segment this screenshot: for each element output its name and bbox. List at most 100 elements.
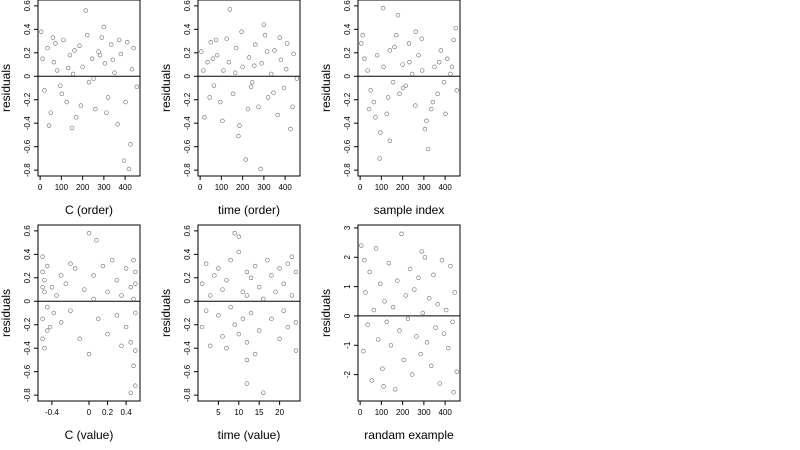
data-point <box>208 40 213 45</box>
data-point <box>72 266 78 271</box>
data-point <box>366 106 372 112</box>
y-tick-label: 0.2 <box>23 272 32 284</box>
data-point <box>435 302 440 307</box>
data-point <box>121 158 127 163</box>
data-point <box>429 363 434 368</box>
data-point <box>413 29 418 34</box>
data-point <box>83 8 89 13</box>
data-point <box>412 287 417 292</box>
data-point <box>202 115 207 120</box>
x-tick-label: 400 <box>438 408 452 417</box>
data-point <box>419 36 424 41</box>
data-point <box>388 343 394 348</box>
data-point <box>228 304 233 310</box>
panel-6: 0 100 200 300 400 -2 -1 0 1 2 3 randam example resid… <box>319 224 461 442</box>
x-tick-label: 10 <box>234 408 243 417</box>
data-point <box>205 59 210 65</box>
data-point <box>367 269 372 275</box>
data-point <box>243 157 249 162</box>
data-point <box>40 269 45 275</box>
data-point <box>128 142 133 147</box>
data-point <box>58 83 63 88</box>
data-point <box>74 115 79 120</box>
data-point <box>361 348 366 354</box>
data-point <box>218 99 223 105</box>
y-axis-label: residuals <box>0 64 13 112</box>
x-tick-label: -0.4 <box>45 408 59 417</box>
data-point <box>390 79 396 85</box>
data-point <box>129 67 135 72</box>
data-point <box>105 289 110 295</box>
data-point <box>230 91 236 97</box>
data-point <box>265 258 270 263</box>
y-tick-label: 0.6 <box>343 0 352 11</box>
y-tick-label: 0 <box>183 298 192 303</box>
y-tick-label: -2 <box>343 370 352 378</box>
data-point <box>395 278 400 283</box>
panel-1: 0 100 200 300 400 -0.8 -0.6 -0.4 -0.2 0 0.2 0.4 0.6 C… <box>0 0 141 217</box>
data-point <box>212 273 217 278</box>
data-point <box>40 284 45 290</box>
y-tick-label: -0.2 <box>23 317 32 331</box>
data-point <box>199 281 205 286</box>
data-point <box>257 284 262 290</box>
data-point <box>362 258 367 263</box>
data-point <box>240 316 246 322</box>
data-point <box>382 299 387 304</box>
data-point <box>93 106 98 112</box>
y-tick-label: -0.2 <box>343 92 352 106</box>
data-point <box>68 261 73 266</box>
data-point <box>441 331 447 336</box>
data-point <box>207 95 212 100</box>
y-axis-label: residuals <box>319 64 333 112</box>
data-point <box>381 384 386 389</box>
plot-frame <box>357 224 461 402</box>
y-tick-label: -0.8 <box>23 388 32 402</box>
data-point <box>259 61 264 66</box>
data-point <box>116 37 122 43</box>
data-point <box>244 293 250 298</box>
data-point <box>220 287 225 292</box>
y-tick-label: -0.4 <box>23 341 32 355</box>
data-point <box>252 63 257 68</box>
data-point <box>422 255 428 260</box>
data-point <box>77 336 82 342</box>
data-point <box>269 316 274 322</box>
x-tick-label: 300 <box>417 183 431 192</box>
data-point <box>454 88 460 93</box>
data-point <box>385 95 391 100</box>
data-point <box>42 346 47 351</box>
x-axis-label: sample index <box>374 203 445 217</box>
x-tick-label: 100 <box>375 408 389 417</box>
data-point <box>436 59 442 65</box>
data-point <box>363 290 368 295</box>
data-point <box>373 115 378 120</box>
y-tick-label: 0.6 <box>183 225 192 237</box>
data-point <box>406 41 412 46</box>
data-point <box>278 57 284 63</box>
x-tick-label: 200 <box>76 183 90 192</box>
data-point <box>281 281 286 286</box>
data-point <box>70 71 76 77</box>
y-tick-label: 0.4 <box>343 23 352 35</box>
y-tick-label: -0.8 <box>343 163 352 177</box>
data-point <box>114 313 120 318</box>
data-point <box>256 104 261 109</box>
data-point <box>133 348 138 353</box>
data-point <box>123 324 129 330</box>
data-point <box>405 316 411 322</box>
y-tick-label: -0.6 <box>23 139 32 153</box>
data-point <box>213 37 219 43</box>
y-tick-label: -0.8 <box>183 388 192 402</box>
data-point <box>277 35 283 40</box>
data-point <box>224 346 229 351</box>
data-point <box>392 44 397 50</box>
y-tick-label: 0.2 <box>343 47 352 59</box>
x-tick-label: 400 <box>118 183 132 192</box>
data-point <box>419 249 424 254</box>
data-point <box>240 64 245 70</box>
data-point <box>91 273 96 278</box>
data-point <box>101 24 107 30</box>
data-point <box>109 42 114 47</box>
y-tick-label: 0.6 <box>23 225 32 237</box>
